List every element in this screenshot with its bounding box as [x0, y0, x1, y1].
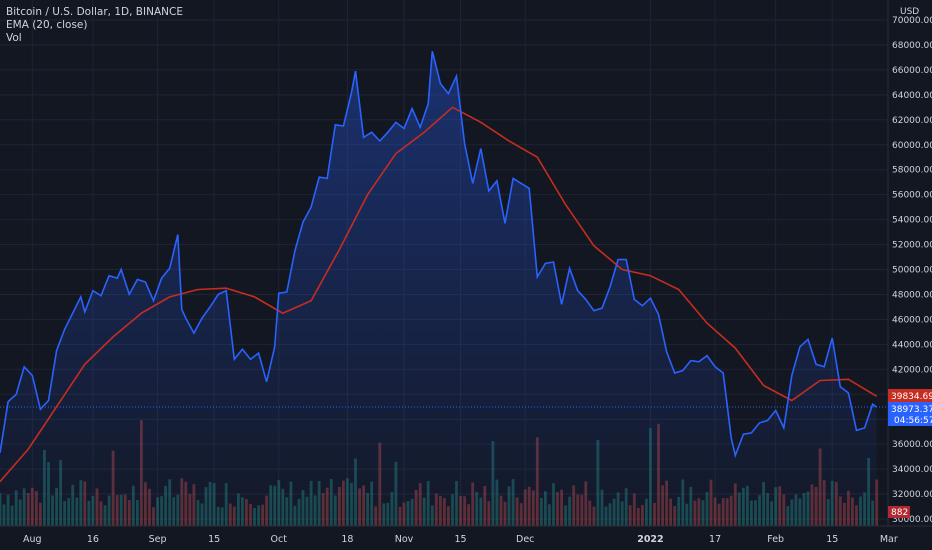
time-tick-label: 15	[455, 534, 467, 545]
price-tick-label: 32000.00	[892, 490, 932, 500]
price-axis[interactable]: 70000.00 68000.00 66000.00 64000.00 62000.00…	[892, 16, 932, 525]
time-tick-label: Nov	[395, 534, 414, 545]
price-tick-label: 54000.00	[892, 216, 932, 226]
volume-value-label: 882	[891, 508, 908, 518]
time-tick-label: Aug	[23, 534, 42, 545]
ema-indicator-label[interactable]: EMA (20, close)	[6, 19, 88, 31]
time-tick-label: 15	[826, 534, 838, 545]
price-tick-label: 66000.00	[892, 66, 932, 76]
price-tick-label: 34000.00	[892, 465, 932, 475]
ema-line	[0, 106, 878, 483]
price-tick-label: 60000.00	[892, 141, 932, 151]
price-tick-label: 36000.00	[892, 440, 932, 450]
chart-legend: Bitcoin / U.S. Dollar, 1D, BINANCE EMA (…	[6, 6, 183, 45]
price-tick-label: 70000.00	[892, 16, 932, 26]
price-tick-label: 68000.00	[892, 41, 932, 51]
price-tags: 39834.69 38973.37 04:56:57 882 USD	[888, 7, 932, 518]
volume-indicator-label[interactable]: Vol	[6, 32, 22, 44]
time-tick-label: Mar	[880, 534, 898, 545]
time-axis[interactable]: Aug 16 Sep 15 Oct 18 Nov 15 Dec 2022 17 Feb 15 Mar	[23, 534, 898, 545]
price-tick-label: 44000.00	[892, 340, 932, 350]
last-price-tag	[888, 402, 932, 426]
price-tick-label: 48000.00	[892, 290, 932, 300]
price-tick-label: 64000.00	[892, 91, 932, 101]
price-tick-label: 30000.00	[892, 515, 932, 525]
time-tick-label: 2022	[637, 534, 663, 545]
time-tick-label: 17	[709, 534, 721, 545]
time-tick-label: Dec	[516, 534, 534, 545]
price-axis-bg	[888, 0, 932, 526]
last-price-label: 38973.37	[891, 405, 932, 415]
price-tick-label: 42000.00	[892, 365, 932, 375]
price-tick-label: 50000.00	[892, 266, 932, 276]
time-tick-label: Oct	[271, 534, 288, 545]
ema-value-tag	[888, 389, 932, 402]
price-tick-label: 62000.00	[892, 116, 932, 126]
time-tick-label: 18	[341, 534, 353, 545]
price-tick-label: 58000.00	[892, 166, 932, 176]
time-tick-label: Sep	[149, 534, 167, 545]
time-tick-label: 16	[87, 534, 99, 545]
price-area-fill	[0, 51, 877, 526]
time-tick-label: Feb	[767, 534, 784, 545]
currency-label: USD	[900, 7, 919, 17]
price-tick-label: 46000.00	[892, 315, 932, 325]
symbol-title[interactable]: Bitcoin / U.S. Dollar, 1D, BINANCE	[6, 6, 183, 18]
price-tick-label: 52000.00	[892, 241, 932, 251]
time-tick-label: 15	[208, 534, 220, 545]
price-line	[0, 51, 878, 459]
price-tick-label: 56000.00	[892, 191, 932, 201]
ema-value-label: 39834.69	[891, 392, 932, 402]
countdown-label: 04:56:57	[894, 416, 932, 426]
volume-tag	[888, 506, 910, 518]
